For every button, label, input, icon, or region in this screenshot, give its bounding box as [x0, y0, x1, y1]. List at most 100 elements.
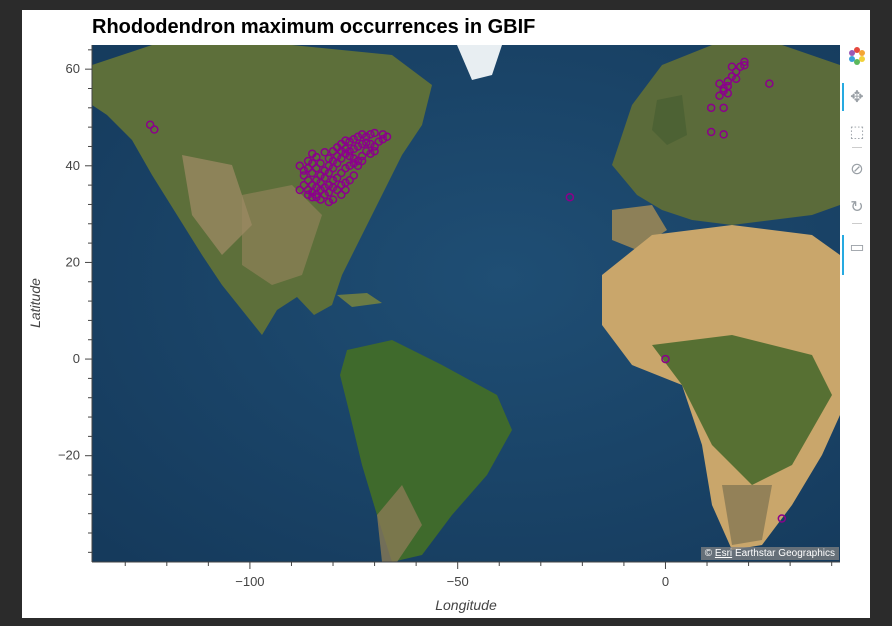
occurrence-point: [337, 190, 346, 200]
y-tick-label: 60: [66, 61, 80, 76]
y-axis-label: Latitude: [27, 278, 43, 328]
occurrence-point: [719, 84, 728, 93]
attribution-copyright: ©: [704, 548, 713, 559]
occurrence-point: [316, 195, 325, 204]
occurrence-point: [378, 134, 388, 144]
attribution-esri-link[interactable]: Esri: [714, 548, 733, 559]
occurrence-point: [740, 61, 749, 70]
reset-icon[interactable]: ↻: [850, 196, 864, 216]
occurrence-point: [777, 514, 787, 523]
occurrence-point: [345, 147, 354, 156]
occurrence-point: [341, 144, 350, 154]
occurrence-point: [345, 161, 354, 171]
occurrence-point: [320, 166, 329, 175]
occurrence-point: [312, 192, 321, 202]
occurrence-point: [565, 192, 575, 202]
axes: −100 −50 0 −20 0 20 40 60 Longitude Latitude: [27, 45, 840, 613]
occurrence-point: [374, 137, 383, 146]
occurrence-point: [328, 183, 338, 192]
occurrence-point: [307, 159, 317, 168]
map-frame[interactable]: © Esri Earthstar Geographics: [92, 45, 840, 562]
occurrence-point: [307, 168, 317, 178]
occurrence-point: [727, 72, 737, 81]
occurrence-point: [337, 180, 346, 190]
chart-title: Rhododendron maximum occurrences in GBIF: [92, 16, 536, 38]
occurrence-point: [328, 195, 338, 204]
occurrence-point: [345, 176, 354, 185]
pan-icon[interactable]: ✥: [850, 86, 864, 106]
occurrence-point: [719, 130, 728, 139]
occurrence-point: [719, 86, 728, 96]
occurrence-point: [307, 188, 317, 197]
occurrence-point: [382, 132, 392, 142]
europe-landmass: [612, 45, 840, 225]
occurrence-point: [661, 354, 670, 364]
occurrence-point: [341, 163, 350, 173]
occurrence-point: [353, 132, 363, 142]
south-america-landmass: [340, 340, 512, 562]
map-basemap: [92, 45, 840, 562]
occurrence-point: [324, 188, 334, 197]
occurrence-point: [357, 156, 367, 166]
occurrence-point: [740, 57, 749, 67]
hover-icon[interactable]: ▭: [849, 236, 865, 256]
occurrence-point: [324, 197, 334, 207]
occurrence-point: [145, 120, 155, 129]
occurrence-point: [357, 130, 367, 139]
occurrence-point: [366, 130, 375, 139]
y-tick-label: −20: [58, 448, 80, 463]
occurrence-point: [303, 185, 313, 195]
occurrence-point: [341, 185, 350, 195]
occurrence-point: [349, 154, 359, 163]
box-zoom-icon[interactable]: ⬚: [849, 121, 865, 141]
occurrence-point: [765, 79, 774, 88]
occurrence-point: [299, 166, 309, 175]
occurrence-point: [349, 171, 359, 180]
occurrence-points: [145, 57, 787, 523]
occurrence-point: [328, 156, 338, 166]
occurrence-point: [366, 139, 375, 149]
occurrence-point: [320, 190, 329, 200]
occurrence-point: [706, 103, 716, 113]
occurrence-point: [332, 173, 342, 183]
occurrence-point: [341, 136, 350, 145]
occurrence-point: [341, 149, 350, 158]
occurrence-point: [719, 103, 728, 113]
occurrence-point: [362, 138, 371, 147]
occurrence-point: [370, 128, 379, 138]
occurrence-point: [312, 163, 321, 173]
occurrence-point: [299, 180, 309, 190]
occurrence-point: [736, 62, 745, 71]
occurrence-point: [295, 161, 305, 171]
occurrence-point: [324, 154, 334, 163]
occurrence-point: [307, 192, 317, 202]
x-tick-label: −50: [447, 574, 469, 589]
bokeh-logo-icon[interactable]: [846, 45, 868, 67]
occurrence-point: [378, 130, 388, 139]
north-america-landmass: [92, 45, 432, 335]
occurrence-point: [731, 74, 741, 84]
wheel-zoom-icon[interactable]: ⊘: [850, 158, 864, 178]
occurrence-point: [727, 62, 737, 71]
occurrence-point: [715, 91, 724, 100]
occurrence-point: [303, 163, 313, 173]
occurrence-point: [345, 137, 354, 146]
occurrence-point: [316, 171, 325, 180]
occurrence-point: [357, 139, 367, 149]
occurrence-point: [295, 185, 305, 195]
occurrence-point: [357, 151, 367, 161]
occurrence-point: [312, 152, 321, 162]
attribution-text: Earthstar Geographics: [734, 548, 835, 559]
occurrence-point: [362, 147, 371, 156]
occurrence-point: [312, 176, 321, 185]
x-axis-label: Longitude: [435, 597, 497, 613]
y-tick-label: 20: [66, 254, 80, 269]
occurrence-point: [320, 148, 329, 157]
y-tick-label: 40: [66, 158, 80, 173]
occurrence-point: [706, 127, 716, 137]
occurrence-point: [353, 156, 363, 166]
occurrence-point: [349, 134, 359, 144]
occurrence-point: [312, 190, 321, 200]
x-axis: −100 −50 0: [92, 561, 840, 589]
y-tick-label: 0: [73, 351, 80, 366]
